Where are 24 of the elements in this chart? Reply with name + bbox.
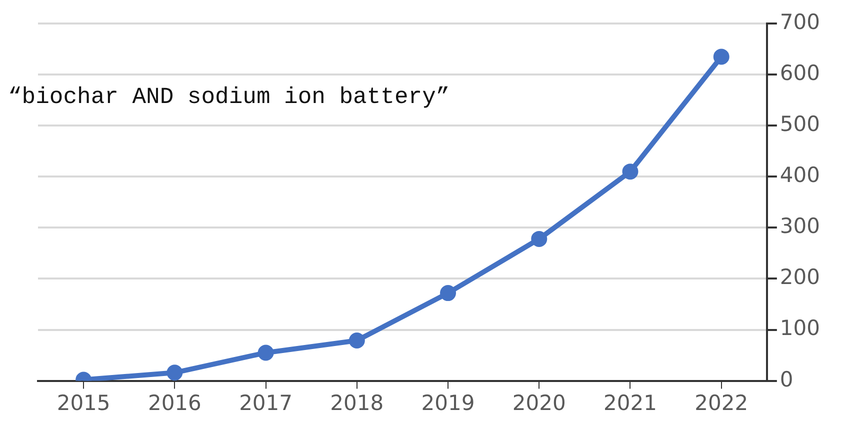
y-tick-label: 200 xyxy=(780,265,820,290)
x-tick-label: 2020 xyxy=(512,390,566,415)
y-tick-label: 100 xyxy=(780,316,820,340)
x-tick-label: 2021 xyxy=(604,390,657,415)
y-tick-label: 400 xyxy=(780,163,820,188)
x-tick-label: 2016 xyxy=(148,390,202,415)
point xyxy=(713,48,730,65)
x-tick-label: 2019 xyxy=(421,390,475,415)
point xyxy=(531,230,548,247)
text: “biochar AND sodium ion battery” xyxy=(8,84,450,110)
y-tick-label: 600 xyxy=(780,61,820,86)
point xyxy=(166,364,183,381)
x-tick-label: 2017 xyxy=(239,390,293,415)
point xyxy=(440,285,456,302)
x-tick-label: 2022 xyxy=(694,390,748,415)
y-tick-label: 300 xyxy=(780,214,820,238)
x-tick-label: 2018 xyxy=(330,390,384,415)
point xyxy=(348,332,365,348)
y-tick-label: 0 xyxy=(780,367,794,392)
y-tick-label: 500 xyxy=(780,112,820,136)
y-tick-label: 700 xyxy=(780,10,820,34)
point xyxy=(622,164,638,180)
x-tick-label: 2015 xyxy=(56,390,110,415)
point xyxy=(258,344,274,361)
